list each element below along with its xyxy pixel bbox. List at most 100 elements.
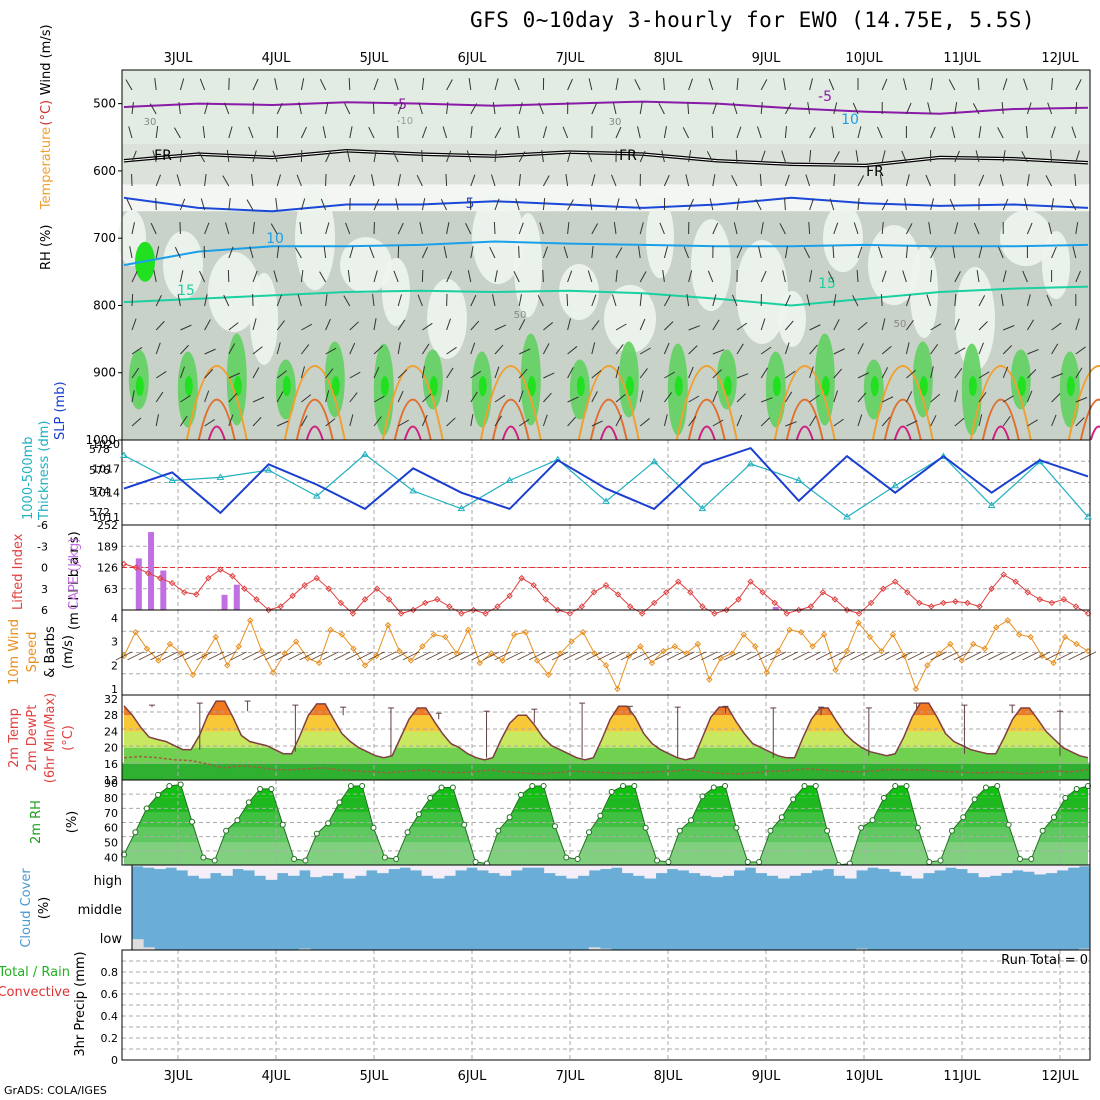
temperature-dome-inner (295, 398, 334, 441)
wind-barb (1002, 395, 1014, 403)
rh-point (971, 796, 978, 803)
wind-barb (542, 269, 544, 283)
wind-barb (252, 416, 262, 427)
wind-barb (881, 345, 892, 355)
high-cloud-gap (711, 865, 723, 878)
high-cloud-gap (310, 865, 322, 878)
rh-point (370, 824, 377, 831)
wind-barb (252, 78, 259, 91)
wind-speed-point (912, 685, 920, 693)
wind-barb (930, 323, 942, 331)
wind-barb (635, 198, 641, 211)
wind-barb (905, 223, 913, 235)
high-cloud-gap (989, 865, 1002, 876)
y-tick-label: 574 (89, 485, 110, 498)
date-label-bottom: 4JUL (262, 1069, 292, 1084)
rh-point (642, 824, 649, 831)
precip-panel: 0 0.2 0.4 0.6 0.8 Run Total = 0 3hr Precip (mm… (0, 949, 1091, 1067)
wind-barb (615, 78, 619, 91)
wind-barb (663, 342, 670, 355)
wind-barb (150, 222, 157, 235)
wind-barb (829, 198, 835, 211)
rh-point (143, 805, 150, 812)
rh-very-moist (870, 376, 879, 397)
rh-patch (646, 198, 674, 279)
wind-barb (973, 222, 980, 235)
wind-barb (1051, 393, 1061, 403)
wind-barb (346, 150, 351, 163)
rh-very-moist (1066, 376, 1075, 397)
wind-barb (333, 651, 351, 661)
wind-barb (905, 246, 908, 259)
wind-barb (470, 246, 474, 259)
wind-barb (639, 294, 642, 307)
high-cloud-gap (911, 865, 924, 879)
high-cloud-gap (878, 865, 890, 870)
wind-barb (857, 372, 870, 379)
wind-speed-point (786, 626, 793, 634)
y-tick-label: 4 (111, 612, 118, 625)
wind-barb (877, 126, 883, 139)
rh-point (359, 782, 366, 789)
wind-barb (760, 79, 768, 91)
wind-barb (930, 270, 933, 283)
wind-barb (857, 414, 863, 427)
rh-point (994, 782, 1001, 789)
wind-barb (1026, 294, 1031, 307)
wind-barb (419, 222, 423, 235)
wind-barb (297, 294, 302, 307)
wind-barb (586, 651, 603, 661)
temperature-dome (871, 365, 934, 441)
isotherm-line (123, 100, 1089, 115)
rh-point (767, 827, 774, 834)
li-line (123, 563, 1089, 615)
wind-barb (760, 417, 771, 427)
wind-barb (131, 347, 143, 355)
wind-speed-point (350, 645, 357, 652)
wind-barb (732, 102, 738, 115)
wind-barb (952, 246, 956, 259)
wind-barb (204, 222, 210, 235)
wind-barb (809, 366, 814, 379)
high-cloud-gap (143, 865, 155, 868)
wind-barb (448, 651, 465, 661)
thickness-point (553, 455, 562, 463)
wind-barb (470, 126, 473, 139)
li-point (988, 585, 995, 592)
wind-barb (1051, 77, 1053, 91)
thickness-point (987, 501, 996, 509)
wind-barb (131, 417, 142, 427)
wind-speed-point (763, 669, 770, 676)
wind-barb (954, 318, 960, 331)
thickness-point (457, 504, 466, 512)
wind-barb (881, 367, 889, 379)
temperature-dome-core (501, 425, 520, 441)
wind-barb (204, 348, 216, 355)
wind-barb (518, 319, 526, 331)
wind-barb (115, 651, 133, 661)
wind-barb (954, 150, 960, 163)
wind-barb (466, 150, 472, 163)
wind-barb (881, 396, 894, 403)
wind-barb (563, 651, 580, 661)
wind-barb (857, 246, 863, 259)
wind-barb (542, 175, 550, 187)
wind-barb (1027, 369, 1037, 379)
y-tick-label: 0.2 (101, 1032, 119, 1045)
wind-barb (591, 223, 599, 235)
high-cloud-gap (132, 865, 144, 867)
wind-barb (1000, 294, 1004, 307)
cape-bar (148, 532, 155, 610)
wind-barb (905, 319, 914, 331)
wind-barb (1027, 419, 1038, 427)
wind-barb (1002, 345, 1013, 355)
wind-barb (853, 222, 859, 235)
wind-barb (276, 320, 285, 331)
wind-barb (930, 126, 936, 139)
wind-barb (242, 651, 259, 661)
rh-point (393, 856, 400, 863)
temperature-dome (479, 365, 542, 441)
wind-barb (368, 651, 385, 661)
wind-speed-point (970, 640, 977, 648)
